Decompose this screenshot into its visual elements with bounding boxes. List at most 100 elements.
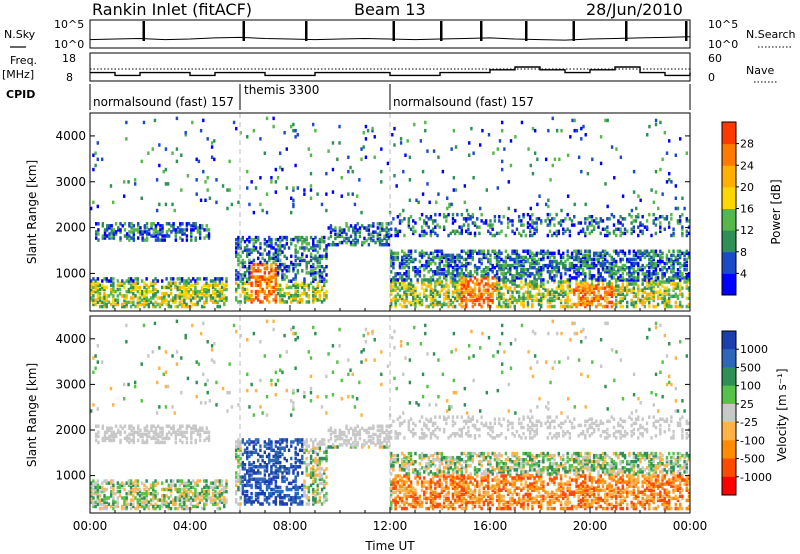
power-cell (369, 232, 373, 236)
velocity-cell (136, 506, 139, 511)
power-cell (431, 221, 435, 225)
power-cell (281, 262, 284, 267)
power-cell (398, 276, 402, 280)
power-cell (196, 228, 200, 232)
velocity-cell (263, 460, 267, 465)
power-cell (376, 232, 380, 236)
velocity-cell (235, 448, 238, 453)
power-cell (265, 262, 269, 267)
power-cell (487, 229, 490, 234)
power-cell (479, 206, 482, 211)
power-cell (612, 215, 616, 219)
velocity-cell (257, 493, 260, 498)
power-cell (416, 280, 419, 284)
power-cell (623, 296, 627, 301)
velocity-cell (205, 502, 208, 507)
power-cell (536, 202, 539, 207)
power-cell (305, 262, 308, 267)
power-cell (528, 223, 532, 227)
power-cell (425, 263, 428, 268)
velocity-cell (103, 489, 106, 494)
power-cell (440, 284, 444, 288)
power-cell (309, 269, 313, 273)
power-cell (465, 267, 468, 272)
power-cell (462, 223, 466, 227)
power-cell (154, 281, 157, 285)
power-cell (301, 300, 304, 304)
velocity-cell (90, 491, 93, 496)
power-cell (639, 288, 642, 292)
velocity-cell (119, 432, 122, 437)
power-cell (473, 294, 477, 299)
power-cell (650, 265, 653, 270)
velocity-cell (180, 496, 184, 500)
velocity-cell (274, 479, 278, 484)
power-cell (274, 279, 278, 283)
velocity-cell (268, 442, 271, 446)
power-cell (460, 227, 463, 231)
power-cell (533, 253, 536, 258)
velocity-cell (134, 483, 137, 488)
power-cell (592, 257, 596, 262)
freq-right-label: Nave (746, 64, 774, 77)
power-cell (471, 221, 475, 225)
power-cell (298, 298, 302, 302)
power-cell (656, 282, 660, 286)
power-cell (537, 251, 541, 256)
power-cell (491, 282, 494, 286)
power-cell (292, 262, 295, 267)
power-cell (402, 169, 405, 174)
power-cell (667, 221, 671, 225)
power-cell (520, 296, 523, 301)
power-cell (645, 249, 649, 254)
velocity-cell (254, 491, 258, 496)
power-cell (579, 290, 583, 294)
power-cell (383, 236, 386, 241)
power-cell (108, 232, 111, 236)
power-cell (270, 237, 273, 242)
velocity-cell (281, 500, 284, 504)
velocity-cell (270, 491, 273, 496)
power-cell (218, 277, 222, 281)
power-cell (478, 298, 481, 303)
power-cell (650, 263, 653, 268)
power-cell (665, 267, 669, 272)
freq-right-tick-top: 60 (708, 52, 722, 65)
power-cell (564, 298, 567, 303)
velocity-cell (270, 446, 273, 450)
power-cell (645, 253, 649, 258)
power-cell (274, 250, 278, 254)
power-cell (460, 298, 463, 303)
velocity-cell (97, 440, 100, 445)
power-cell (661, 300, 664, 305)
noise-right-label: N.Search (746, 28, 796, 41)
velocity-cell (169, 494, 173, 498)
noise-left-tick-top: 10^5 (54, 18, 84, 31)
power-cell (502, 284, 505, 288)
power-cell (303, 192, 306, 196)
power-cell (577, 300, 580, 305)
power-cell (601, 261, 605, 266)
power-cell (185, 294, 188, 298)
power-cell (652, 249, 655, 254)
power-cell (303, 281, 306, 286)
power-cell (476, 225, 479, 229)
power-cell (314, 244, 317, 248)
power-cell (347, 192, 350, 196)
power-cell (487, 292, 490, 297)
power-cell (511, 249, 514, 254)
velocity-cell (134, 496, 137, 500)
velocity-cell (167, 502, 171, 507)
velocity-cell (241, 489, 245, 494)
power-cell (140, 159, 143, 164)
power-cell (637, 225, 640, 229)
power-cell (451, 229, 455, 234)
power-cell (511, 276, 514, 280)
colorbar-swatch (722, 165, 736, 188)
power-cell (659, 259, 662, 264)
power-cell (456, 270, 459, 274)
power-cell (672, 233, 675, 238)
power-cell (290, 196, 293, 200)
power-cell (312, 296, 315, 300)
power-cell (663, 265, 666, 270)
